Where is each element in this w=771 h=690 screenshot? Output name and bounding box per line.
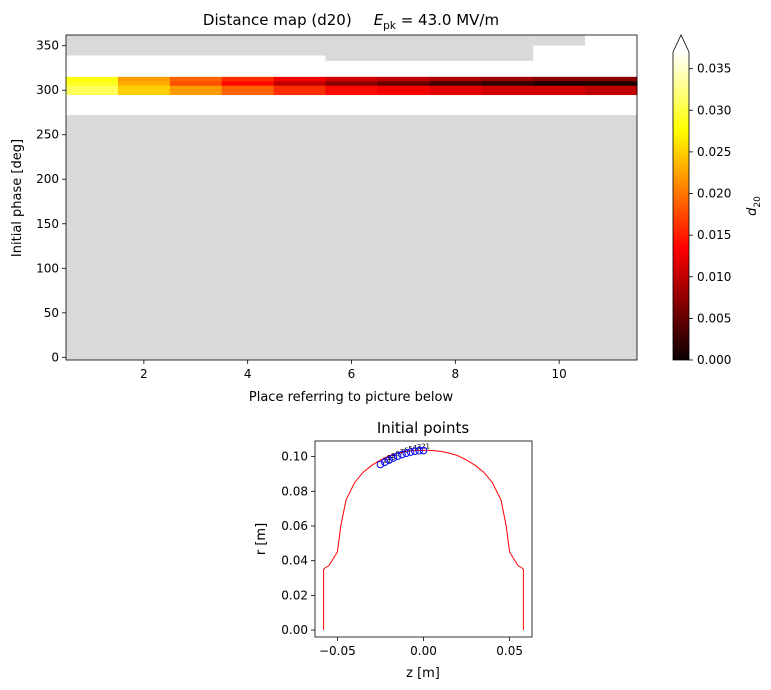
initial-point-label: 9 [391, 452, 395, 460]
initial-point-label: 10 [387, 454, 396, 462]
initial-point-marker [393, 452, 402, 460]
x-tick-label: 4 [244, 367, 252, 381]
x-tick-label: 10 [551, 367, 566, 381]
y-tick-label: 0.04 [281, 554, 308, 568]
heatmap-cell [221, 85, 275, 96]
colorbar-label: d20 [745, 196, 763, 216]
cavity-profile-line [323, 449, 524, 631]
colorbar-frame [672, 52, 690, 361]
heatmap-cell [66, 85, 119, 96]
colorbar-tick-label: 0.025 [697, 145, 731, 159]
initial-point-marker [385, 456, 393, 464]
colorbar-tick-label: 0.035 [697, 62, 731, 76]
initial-point-marker [389, 454, 398, 462]
undefined-region [66, 115, 637, 360]
undefined-region [533, 35, 586, 46]
y-tick-label: 250 [36, 128, 59, 142]
heatmap-x-axis-label: Place referring to picture below [249, 390, 454, 405]
x-tick-label: 2 [140, 367, 148, 381]
y-tick-label: 0 [51, 350, 59, 364]
y-tick-label: 0.06 [281, 519, 308, 533]
colorbar-extend-triangle [672, 34, 690, 53]
heatmap-cell [533, 85, 586, 96]
heatmap-cell [377, 85, 430, 96]
heatmap-cell [429, 85, 482, 96]
initial-point-label: 1 [426, 443, 430, 451]
heatmap-cell [585, 85, 638, 96]
colorbar-tick-label: 0.015 [697, 228, 731, 242]
initial-point-label: 11 [382, 456, 391, 464]
colorbar-tick-label: 0.010 [697, 270, 731, 284]
initial-point-marker [380, 458, 389, 466]
undefined-region [325, 35, 534, 61]
colorbar: 0.000 0.005 0.010 0.015 0.020 0.025 0.030 0.035… [672, 34, 763, 367]
cavity-plot-background [315, 441, 532, 637]
initial-point-label: 6 [404, 447, 409, 455]
heatmap-cells [66, 35, 638, 360]
colorbar-gradient [673, 52, 689, 360]
heatmap-x-ticks: 2 4 6 8 10 [140, 360, 567, 381]
initial-point-label: 8 [395, 450, 399, 458]
colorbar-ticks: 0.000 0.005 0.010 0.015 0.020 0.025 0.030 0.035 [689, 62, 731, 367]
initial-point-marker [411, 447, 419, 456]
y-tick-label: 300 [36, 83, 59, 97]
cavity-y-axis-label: r [m] [254, 523, 269, 555]
y-tick-label: 200 [36, 172, 59, 186]
colorbar-tick-label: 0.030 [697, 103, 731, 117]
x-tick-label: 0.00 [410, 644, 437, 658]
heatmap-y-ticks: 0 50 100 150 200 250 300 350 [36, 39, 66, 364]
heatmap-cell [325, 85, 378, 96]
y-tick-label: 150 [36, 217, 59, 231]
y-tick-label: 0.00 [281, 623, 308, 637]
initial-point-marker [376, 460, 385, 469]
colorbar-tick-label: 0.005 [697, 311, 731, 325]
y-tick-label: 0.08 [281, 484, 308, 498]
y-tick-label: 0.02 [281, 588, 308, 602]
y-tick-label: 100 [36, 261, 59, 275]
x-tick-label: 8 [451, 367, 459, 381]
x-tick-label: 0.05 [496, 644, 523, 658]
cavity-y-ticks: 0.00 0.02 0.04 0.06 0.08 0.10 [281, 450, 315, 637]
initial-point-marker [398, 450, 406, 459]
initial-point-marker [415, 446, 423, 455]
x-tick-label: 6 [348, 367, 356, 381]
initial-point-marker [402, 449, 411, 457]
heatmap-y-axis-label: Initial phase [deg] [10, 139, 25, 257]
heatmap-cell [273, 85, 326, 96]
undefined-region [66, 35, 326, 56]
heatmap-panel: 2 4 6 8 10 0 50 100 150 200 250 300 350 Distance ma… [10, 11, 638, 405]
heatmap-title: Distance map (d20) Epk = 43.0 MV/m [203, 11, 499, 32]
heatmap-cell [169, 85, 223, 96]
colorbar-tick-label: 0.000 [697, 353, 731, 367]
initial-point-marker [406, 448, 415, 456]
y-tick-label: 50 [44, 306, 59, 320]
colorbar-tick-label: 0.020 [697, 187, 731, 201]
x-tick-label: −0.05 [319, 644, 356, 658]
cavity-title: Initial points [377, 419, 470, 437]
y-tick-label: 0.10 [281, 450, 308, 464]
initial-point-label: 7 [400, 448, 404, 456]
heatmap-cell [117, 85, 171, 96]
cavity-x-ticks: −0.05 0.00 0.05 [319, 637, 523, 658]
y-tick-label: 350 [36, 39, 59, 53]
cavity-x-axis-label: z [m] [406, 666, 440, 681]
initial-point-label: 2 [421, 443, 425, 451]
initial-point-marker [419, 446, 428, 455]
heatmap-cell [481, 85, 534, 96]
